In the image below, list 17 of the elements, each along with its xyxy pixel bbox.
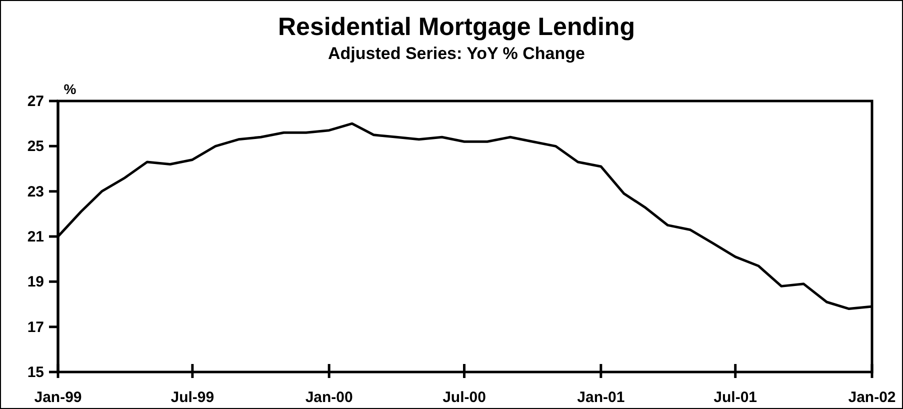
- y-tick-label: 25: [27, 138, 44, 156]
- y-tick-label: 19: [27, 274, 44, 291]
- y-tick-label: 17: [27, 318, 44, 336]
- y-tick-label: 23: [27, 183, 44, 200]
- y-axis-title: %: [64, 81, 77, 97]
- chart-title: Residential Mortgage Lending: [278, 13, 635, 41]
- y-tick-label: 15: [27, 364, 44, 381]
- x-tick-label: Jul-99: [170, 389, 214, 406]
- x-tick-label: Jan-01: [577, 389, 625, 406]
- x-tick-label: Jan-99: [34, 389, 82, 406]
- x-tick-label: Jan-02: [848, 389, 896, 406]
- chart-subtitle: Adjusted Series: YoY % Change: [328, 44, 585, 63]
- x-tick-label: Jul-00: [442, 389, 486, 406]
- x-tick-label: Jan-00: [305, 389, 353, 406]
- y-tick-label: 27: [27, 93, 44, 110]
- y-tick-label: 21: [27, 228, 44, 246]
- x-tick-label: Jul-01: [714, 389, 758, 406]
